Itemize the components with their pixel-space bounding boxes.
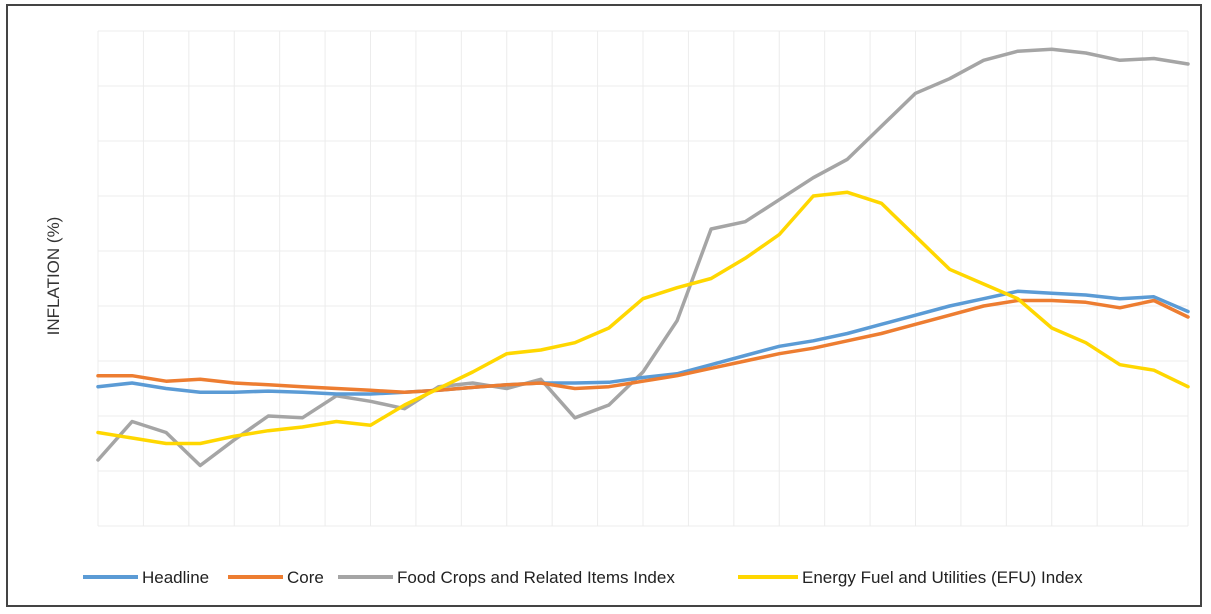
chart-frame: INFLATION (%) Headline Core Food Crops and… bbox=[6, 4, 1202, 607]
y-axis-label: INFLATION (%) bbox=[44, 217, 63, 336]
legend-label: Food Crops and Related Items Index bbox=[397, 568, 675, 587]
plot-grid bbox=[97, 30, 1189, 527]
series-line-food-crops-and-related-items-index bbox=[96, 47, 1190, 468]
series-line-energy-fuel-and-utilities-efu-index bbox=[96, 190, 1190, 446]
legend-label: Headline bbox=[142, 568, 209, 587]
legend-label: Energy Fuel and Utilities (EFU) Index bbox=[802, 568, 1083, 587]
legend-label: Core bbox=[287, 568, 324, 587]
series-line-core bbox=[96, 298, 1190, 394]
line-chart: INFLATION (%) Headline Core Food Crops and… bbox=[44, 30, 1190, 587]
series-lines bbox=[96, 47, 1190, 468]
legend: Headline Core Food Crops and Related Items… bbox=[83, 568, 1083, 587]
